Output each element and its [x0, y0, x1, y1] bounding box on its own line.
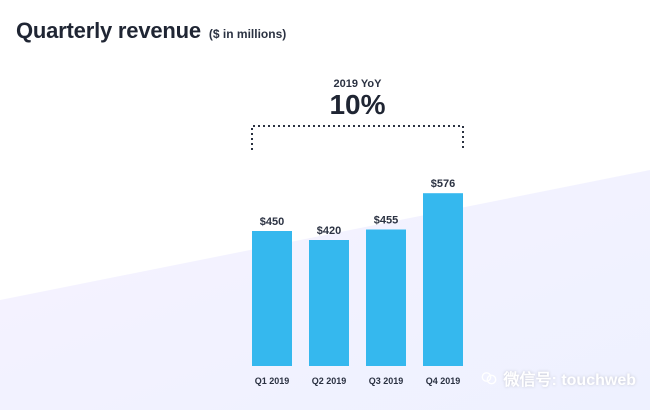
x-axis-tick-label: Q4 2019: [426, 376, 461, 386]
yoy-annotation-value: 10%: [329, 89, 385, 120]
watermark-text: 微信号: touchweb: [503, 372, 636, 389]
bar-value-label: $450: [260, 216, 284, 228]
chart-title-group: Quarterly revenue ($ in millions): [16, 18, 286, 44]
chart-bar: [366, 229, 406, 366]
bar-value-label: $576: [431, 178, 455, 190]
x-axis-tick-label: Q2 2019: [312, 376, 347, 386]
x-axis-tick-label: Q1 2019: [255, 376, 290, 386]
yoy-annotation-label: 2019 YoY: [334, 78, 383, 90]
bar-value-label: $420: [317, 225, 341, 237]
page-title: Quarterly revenue: [16, 18, 201, 43]
chart-bar: [423, 193, 463, 366]
chart-bar: [252, 231, 292, 366]
chart-bar: [309, 240, 349, 366]
page-subtitle: ($ in millions): [208, 27, 287, 41]
wechat-watermark: 微信号: touchweb: [480, 366, 636, 390]
yoy-bracket: [251, 125, 464, 150]
bar-value-label: $455: [374, 215, 398, 227]
wechat-icon: [480, 369, 498, 387]
x-axis-tick-label: Q3 2019: [369, 376, 404, 386]
